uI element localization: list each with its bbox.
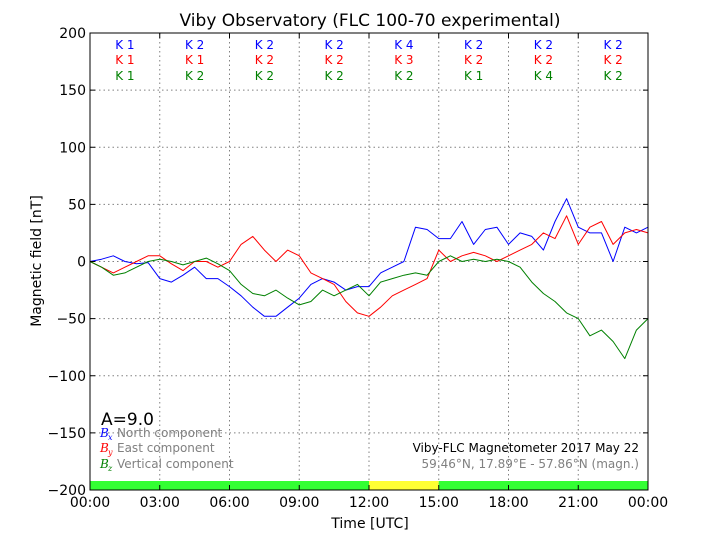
k-index-label: K 1 xyxy=(185,53,204,67)
activity-bar-segment xyxy=(369,481,439,490)
legend-symbol: B xyxy=(99,441,109,455)
series-line-z xyxy=(89,255,649,360)
station-info: Viby-FLC Magnetometer 2017 May 22 xyxy=(413,441,639,455)
k-index-label: K 2 xyxy=(255,38,274,52)
series-line-y xyxy=(89,215,649,317)
x-axis-label: Time [UTC] xyxy=(330,516,408,532)
k-index-label: K 2 xyxy=(534,53,553,67)
k-index-label: K 2 xyxy=(255,53,274,67)
legend-label: East component xyxy=(117,441,215,455)
legend-subscript: y xyxy=(107,448,113,457)
legend-label: Vertical component xyxy=(117,457,234,471)
k-index-label: K 2 xyxy=(394,69,413,83)
x-tick-label: 12:00 xyxy=(349,495,389,511)
k-index-label: K 3 xyxy=(394,53,413,67)
chart-title: Viby Observatory (FLC 100-70 experimenta… xyxy=(180,11,561,31)
k-index-label: K 2 xyxy=(185,69,204,83)
y-tick-label: −150 xyxy=(48,426,86,442)
station-coordinates: 59.46°N, 17.89°E - 57.86°N (magn.) xyxy=(422,457,639,471)
y-tick-label: 0 xyxy=(77,255,86,271)
y-tick-label: 200 xyxy=(59,26,86,42)
x-tick-label: 15:00 xyxy=(419,495,459,511)
k-index-label: K 2 xyxy=(603,69,622,83)
x-tick-label: 21:00 xyxy=(558,495,598,511)
k-index-label: K 1 xyxy=(115,38,134,52)
k-index-label: K 2 xyxy=(324,53,343,67)
k-index-label: K 2 xyxy=(603,38,622,52)
k-index-label: K 2 xyxy=(603,53,622,67)
k-index-label: K 4 xyxy=(394,38,413,52)
y-tick-label: 50 xyxy=(68,197,86,213)
x-tick-label: 00:00 xyxy=(70,495,110,511)
k-index-label: K 4 xyxy=(534,69,553,83)
x-tick-label: 18:00 xyxy=(488,495,528,511)
x-tick-label: 09:00 xyxy=(279,495,319,511)
legend-symbol: B xyxy=(99,457,109,471)
y-tick-label: −50 xyxy=(56,312,86,328)
legend-label: North component xyxy=(117,426,223,440)
k-index-label: K 2 xyxy=(324,38,343,52)
legend-symbol: B xyxy=(99,426,109,440)
a-index-value: A=9.0 xyxy=(101,410,154,430)
k-index-label: K 1 xyxy=(464,69,483,83)
k-index-label: K 1 xyxy=(115,53,134,67)
x-tick-label: 00:00 xyxy=(628,495,668,511)
y-tick-label: 100 xyxy=(59,140,86,156)
k-index-label: K 2 xyxy=(534,38,553,52)
y-tick-label: 150 xyxy=(59,83,86,99)
k-index-label: K 2 xyxy=(185,38,204,52)
k-index-label: K 2 xyxy=(464,53,483,67)
y-axis-label: Magnetic field [nT] xyxy=(29,195,45,327)
y-tick-label: −200 xyxy=(48,483,86,499)
x-tick-label: 03:00 xyxy=(140,495,180,511)
activity-bar-segment xyxy=(438,481,648,490)
k-index-label: K 2 xyxy=(255,69,274,83)
legend-subscript: z xyxy=(107,464,113,473)
x-tick-label: 06:00 xyxy=(209,495,249,511)
series-line-x xyxy=(89,198,649,317)
y-tick-label: −100 xyxy=(48,369,86,385)
k-index-label: K 2 xyxy=(324,69,343,83)
legend-subscript: x xyxy=(108,433,113,442)
k-index-label: K 2 xyxy=(464,38,483,52)
k-index-label: K 1 xyxy=(115,69,134,83)
